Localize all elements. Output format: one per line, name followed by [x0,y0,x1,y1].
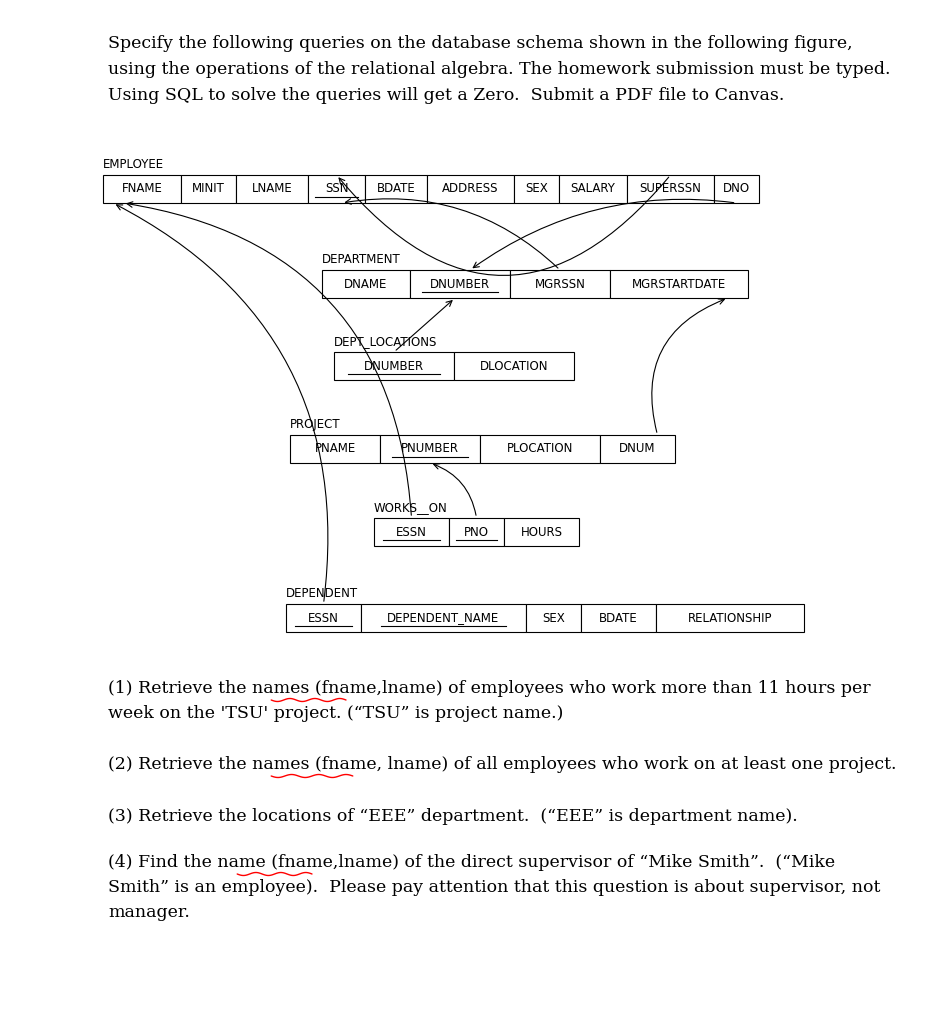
Text: (2) Retrieve the names (fname, lname) of all employees who work on at least one : (2) Retrieve the names (fname, lname) of… [108,756,897,773]
Text: EMPLOYEE: EMPLOYEE [103,158,164,171]
Text: FNAME: FNAME [122,183,162,196]
Bar [526,604,581,632]
Bar [236,175,308,203]
Text: SSN: SSN [325,183,349,196]
Bar [365,175,427,203]
Bar [334,352,454,380]
Text: (4) Find the name (fname,lname) of the direct supervisor of “Mike Smith”.  (“Mik: (4) Find the name (fname,lname) of the d… [108,854,881,921]
Text: DNUM: DNUM [619,442,655,455]
Bar [286,604,361,632]
Text: WORKS__ON: WORKS__ON [374,501,447,514]
Bar [714,175,759,203]
Bar [480,435,600,463]
Bar [308,175,365,203]
Text: SEX: SEX [542,611,565,625]
Text: PNO: PNO [464,525,489,538]
Text: DLOCATION: DLOCATION [480,360,548,372]
Text: PLOCATION: PLOCATION [506,442,573,455]
Bar [410,270,510,298]
Text: PROJECT: PROJECT [290,418,341,431]
Text: ESSN: ESSN [396,525,427,538]
Text: MGRSSN: MGRSSN [535,278,585,290]
Bar [514,175,559,203]
Text: DEPENDENT: DEPENDENT [286,587,358,600]
Text: (1) Retrieve the names (fname,lname) of employees who work more than 11 hours pe: (1) Retrieve the names (fname,lname) of … [108,680,870,722]
Bar [427,175,514,203]
Text: DEPT_LOCATIONS: DEPT_LOCATIONS [334,335,437,348]
Bar [374,518,449,546]
Text: PNAME: PNAME [314,442,355,455]
Bar [181,175,236,203]
Bar [322,270,410,298]
Text: PNUMBER: PNUMBER [401,442,459,455]
Text: MINIT: MINIT [192,183,225,196]
Bar [600,435,675,463]
Bar [454,352,574,380]
Text: RELATIONSHIP: RELATIONSHIP [688,611,772,625]
Text: HOURS: HOURS [521,525,562,538]
Text: DNUMBER: DNUMBER [430,278,490,290]
Bar [656,604,804,632]
Text: Specify the following queries on the database schema shown in the following figu: Specify the following queries on the dat… [108,35,890,104]
Text: (3) Retrieve the locations of “EEE” department.  (“EEE” is department name).: (3) Retrieve the locations of “EEE” depa… [108,808,798,825]
Text: DNO: DNO [723,183,751,196]
Bar [504,518,579,546]
Bar [510,270,610,298]
Text: SALARY: SALARY [571,183,616,196]
Bar [290,435,380,463]
Text: BDATE: BDATE [376,183,415,196]
Text: DNUMBER: DNUMBER [364,360,424,372]
Text: ADDRESS: ADDRESS [443,183,499,196]
Bar [559,175,627,203]
Text: LNAME: LNAME [252,183,293,196]
Text: SUPERSSN: SUPERSSN [639,183,701,196]
Text: MGRSTARTDATE: MGRSTARTDATE [632,278,726,290]
Text: BDATE: BDATE [599,611,637,625]
Bar [610,270,748,298]
Text: DEPARTMENT: DEPARTMENT [322,254,401,266]
Text: SEX: SEX [525,183,548,196]
Bar [103,175,181,203]
Bar [581,604,656,632]
Bar [361,604,526,632]
Bar [449,518,504,546]
Bar [627,175,714,203]
Text: DNAME: DNAME [344,278,388,290]
Text: ESSN: ESSN [308,611,339,625]
Bar [380,435,480,463]
Text: DEPENDENT_NAME: DEPENDENT_NAME [388,611,500,625]
